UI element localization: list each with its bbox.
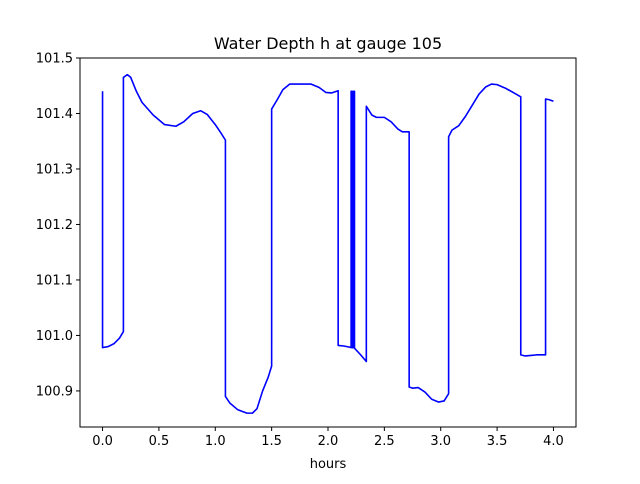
x-tick-label: 3.0 bbox=[430, 434, 451, 449]
y-axis-ticks: 100.9 101.0 101.1 101.2 101.3 101.4 101.5 bbox=[36, 52, 80, 399]
x-tick-label: 3.5 bbox=[487, 434, 508, 449]
x-tick-label: 4.0 bbox=[543, 434, 564, 449]
y-tick-label: 100.9 bbox=[36, 384, 73, 399]
x-tick-label: 2.5 bbox=[374, 434, 395, 449]
chart-title: Water Depth h at gauge 105 bbox=[214, 34, 442, 53]
y-tick-label: 101.3 bbox=[36, 162, 73, 177]
y-tick-label: 101.4 bbox=[36, 107, 73, 122]
x-tick-label: 2.0 bbox=[318, 434, 339, 449]
series-layer bbox=[101, 73, 554, 414]
x-tick-label: 0.5 bbox=[149, 434, 170, 449]
y-tick-label: 101.5 bbox=[36, 52, 73, 67]
y-tick-label: 101.2 bbox=[36, 218, 73, 233]
y-tick-label: 101.1 bbox=[36, 273, 73, 288]
x-tick-label: 1.0 bbox=[205, 434, 226, 449]
y-tick-label: 101.0 bbox=[36, 329, 73, 344]
plot-frame bbox=[79, 57, 577, 428]
x-axis-ticks: 0.0 0.5 1.0 1.5 2.0 2.5 3.0 3.5 4.0 bbox=[92, 427, 564, 449]
x-tick-label: 1.5 bbox=[261, 434, 282, 449]
x-axis-label: hours bbox=[310, 457, 347, 472]
plot-area bbox=[80, 58, 576, 427]
series-line-0 bbox=[101, 73, 554, 414]
x-tick-label: 0.0 bbox=[92, 434, 113, 449]
